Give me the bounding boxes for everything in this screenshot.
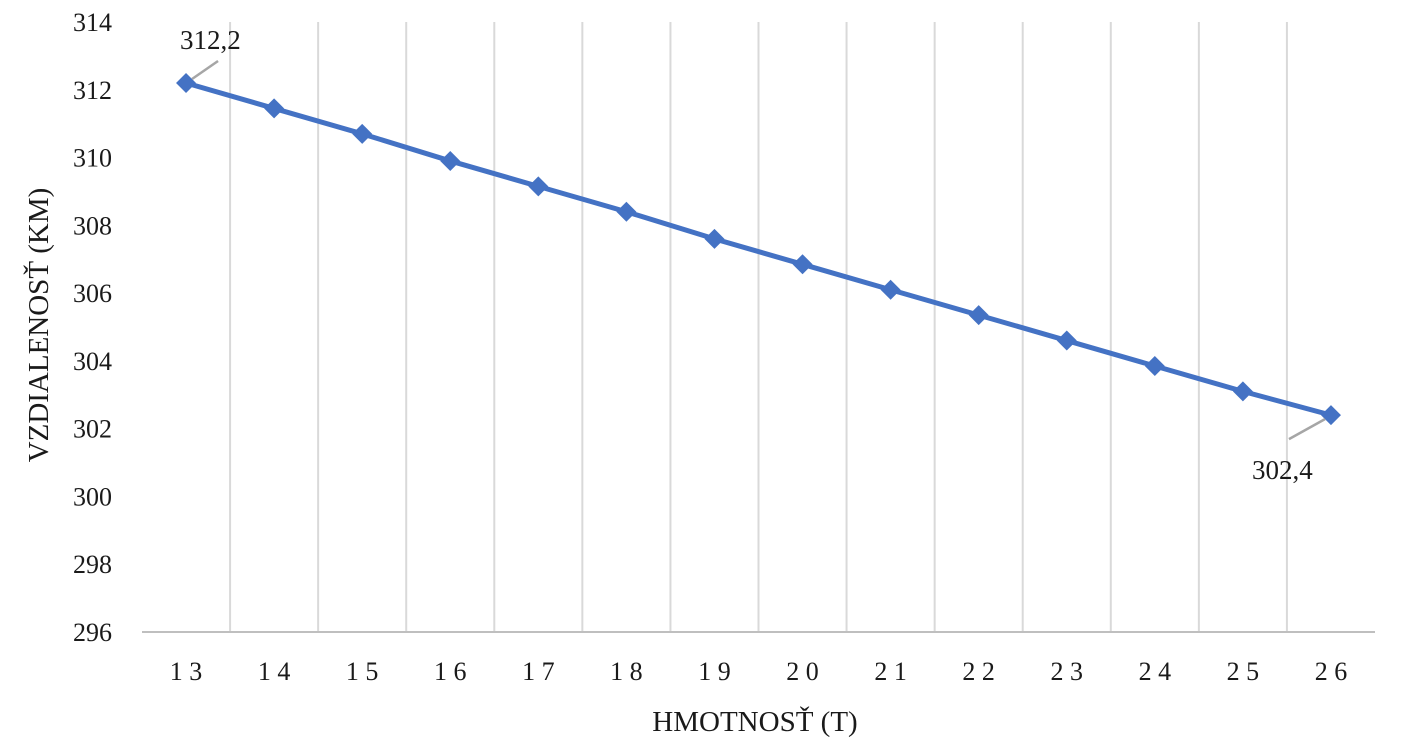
y-axis-tick-labels: 296 298 300 302 304 306 308 310 312 314 xyxy=(73,8,112,647)
data-point-marker xyxy=(792,254,813,275)
data-point-marker xyxy=(440,150,461,171)
x-axis-title: HMOTNOSŤ (T) xyxy=(652,705,857,738)
data-point-markers xyxy=(176,73,1341,426)
data-point-marker xyxy=(704,228,725,249)
data-point-marker xyxy=(1232,381,1253,402)
data-point-marker xyxy=(352,123,373,144)
x-tick-label: 2 6 xyxy=(1315,657,1348,686)
x-tick-label: 2 2 xyxy=(962,657,995,686)
y-axis-title: VZDIALENOSŤ (KM) xyxy=(22,188,55,463)
y-tick-label: 300 xyxy=(73,482,112,511)
gridlines xyxy=(229,22,1288,632)
x-tick-label: 2 3 xyxy=(1051,657,1084,686)
y-tick-label: 296 xyxy=(73,618,112,647)
data-point-marker xyxy=(968,305,989,326)
x-tick-label: 1 7 xyxy=(522,657,555,686)
data-point-marker xyxy=(880,279,901,300)
data-point-marker xyxy=(1144,355,1165,376)
data-point-marker xyxy=(1056,330,1077,351)
x-tick-label: 2 1 xyxy=(874,657,907,686)
data-point-marker xyxy=(1320,405,1341,426)
y-tick-label: 308 xyxy=(73,211,112,240)
x-tick-label: 2 0 xyxy=(786,657,819,686)
y-tick-label: 310 xyxy=(73,144,112,173)
x-axis-tick-labels: 1 3 1 4 1 5 1 6 1 7 1 8 1 9 2 0 2 1 2 2 2 3 2 4 2 5 2… xyxy=(170,657,1347,686)
data-label: 312,2 xyxy=(180,25,241,55)
series-line xyxy=(185,80,1332,418)
x-tick-label: 1 5 xyxy=(346,657,379,686)
y-tick-label: 298 xyxy=(73,550,112,579)
data-point-marker xyxy=(616,201,637,222)
data-label: 302,4 xyxy=(1252,455,1313,485)
x-tick-label: 1 4 xyxy=(258,657,291,686)
data-point-marker xyxy=(176,73,197,93)
y-tick-label: 306 xyxy=(73,279,112,308)
data-label-leader-line xyxy=(1288,418,1326,441)
x-tick-label: 1 6 xyxy=(434,657,467,686)
y-tick-label: 314 xyxy=(73,8,112,37)
y-tick-label: 304 xyxy=(73,347,112,376)
x-tick-label: 2 5 xyxy=(1227,657,1260,686)
data-point-marker xyxy=(264,98,285,119)
data-label-leader-line xyxy=(191,59,219,81)
series-polyline xyxy=(185,80,1332,418)
x-tick-label: 2 4 xyxy=(1139,657,1172,686)
x-tick-label: 1 9 xyxy=(698,657,731,686)
x-tick-label: 1 3 xyxy=(170,657,203,686)
data-labels: 312,2 302,4 xyxy=(180,25,1326,485)
data-point-marker xyxy=(528,176,549,197)
y-tick-label: 302 xyxy=(73,415,112,444)
x-tick-label: 1 8 xyxy=(610,657,643,686)
y-tick-label: 312 xyxy=(73,76,112,105)
